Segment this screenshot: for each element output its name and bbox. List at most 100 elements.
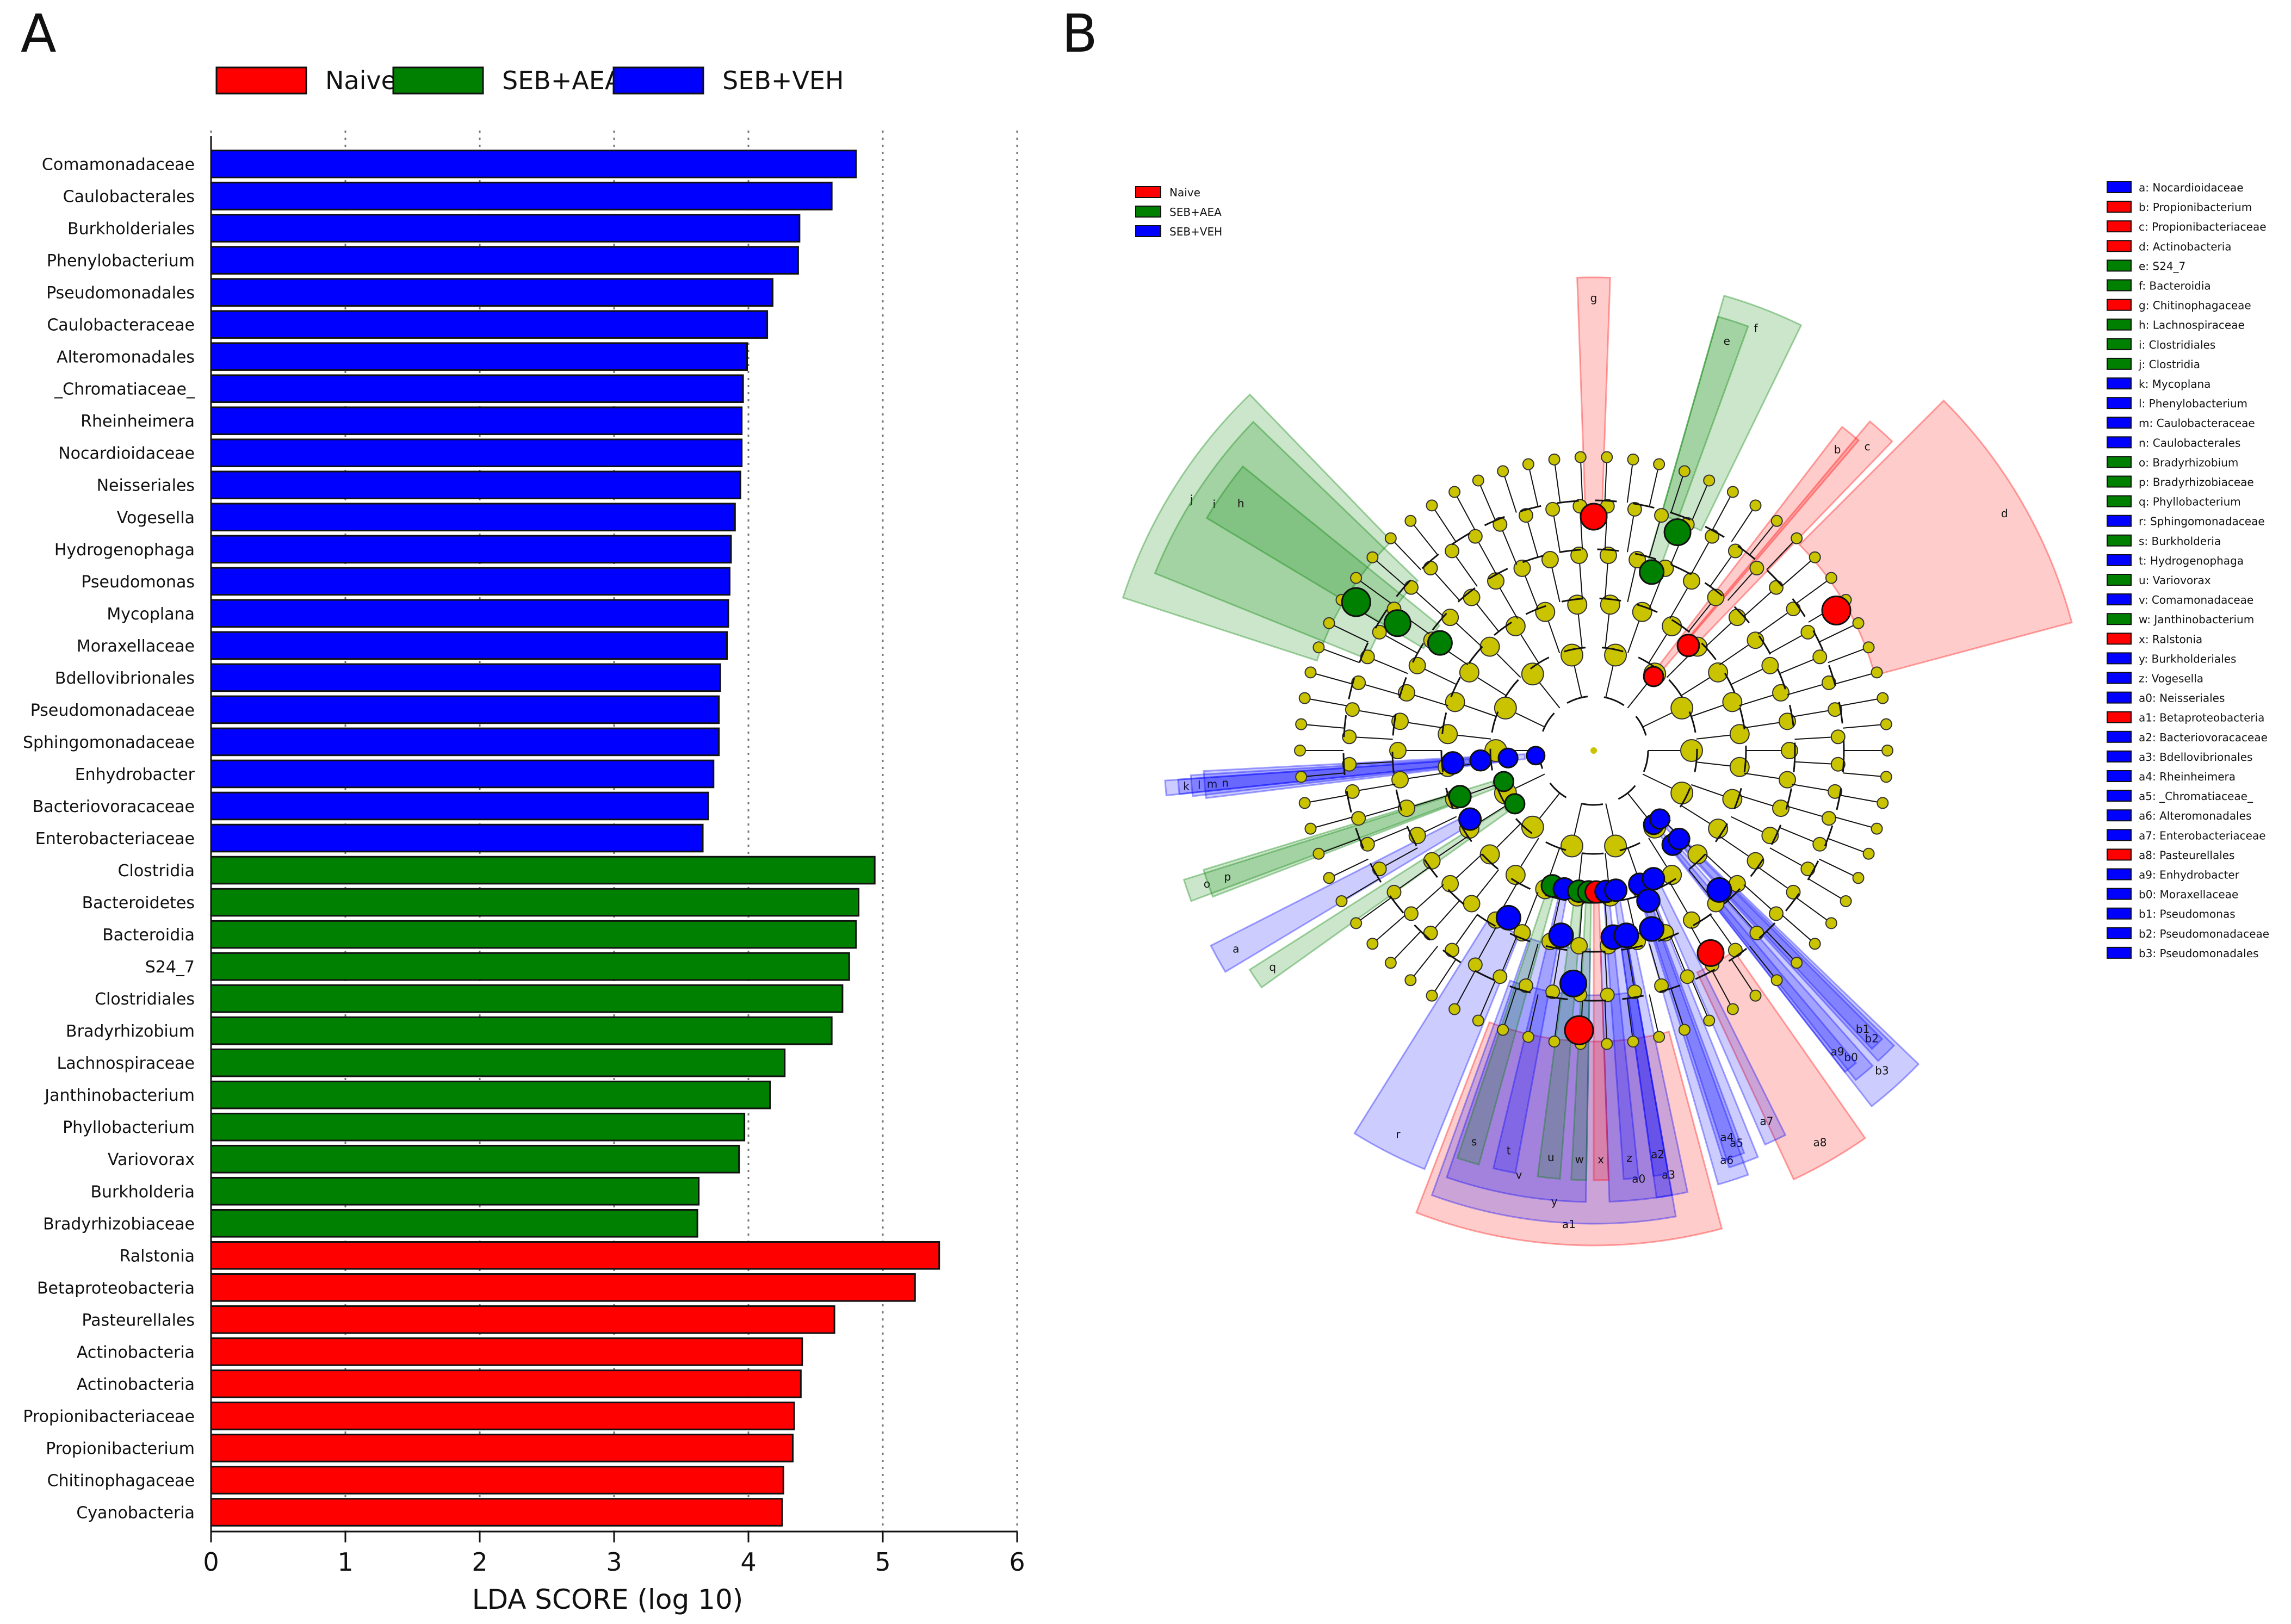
panel-a: A Naive SEB+AEA SEB+VEH Comamonadaceae Caulob…	[0, 0, 1033, 1622]
bar-label: Chitinophagaceae	[47, 1471, 195, 1490]
bar-label: Lachnospiraceae	[57, 1054, 195, 1073]
clade-label: h	[1237, 497, 1244, 510]
tree-node	[1880, 718, 1892, 730]
tree-node	[1778, 771, 1796, 789]
bar	[210, 470, 741, 500]
clade-label: v	[1516, 1168, 1522, 1181]
tree-node	[1535, 602, 1556, 622]
root-node	[1590, 747, 1597, 754]
tree-node	[1761, 656, 1779, 674]
key-legend-label: r: Sphingomonadaceae	[2139, 515, 2265, 528]
clade-label: n	[1222, 776, 1229, 789]
tree-node	[1680, 739, 1703, 762]
bar-label: Betaproteobacteria	[37, 1279, 195, 1298]
bar-label: Enhydrobacter	[75, 765, 195, 784]
tree-node	[1791, 532, 1803, 544]
tree-node	[1497, 465, 1509, 478]
bar-label: _Chromatiaceae_	[54, 380, 195, 399]
bar	[210, 791, 709, 821]
tree-branch	[1310, 672, 1353, 685]
key-legend-label: b0: Moraxellaceae	[2139, 888, 2238, 901]
clade-label: u	[1547, 1151, 1555, 1164]
tree-branch	[1372, 556, 1406, 587]
key-legend-swatch	[2107, 750, 2132, 763]
tree-node	[1871, 666, 1883, 679]
bar-label: Bdellovibrionales	[55, 669, 195, 688]
tree-node	[1599, 547, 1617, 565]
tree-branch	[1819, 622, 1859, 643]
key-legend-swatch	[2107, 495, 2132, 507]
tree-branch	[1781, 914, 1816, 945]
tree-node	[1404, 515, 1417, 527]
bar-label: Variovorax	[108, 1150, 195, 1169]
x-tick-label: 4	[740, 1547, 756, 1577]
bar-label: Burkholderia	[90, 1182, 195, 1201]
tree-node	[1786, 884, 1801, 900]
tree-branch	[1828, 838, 1869, 854]
clade-label: a1	[1562, 1218, 1576, 1231]
bar	[210, 952, 850, 981]
panel-label-b: B	[1062, 3, 1098, 64]
bar	[210, 1369, 802, 1398]
tree-node	[1670, 782, 1694, 805]
bar-label: Clostridiales	[95, 990, 195, 1009]
tree-branch	[1304, 795, 1348, 804]
tree-node	[1570, 937, 1588, 954]
tree-branch	[1431, 959, 1457, 996]
tree-node	[1703, 1014, 1716, 1027]
key-legend-label: a9: Enhydrobacter	[2139, 869, 2240, 882]
bar-label: Bradyrhizobiaceae	[43, 1214, 195, 1234]
tree-node	[1408, 656, 1426, 674]
tree-branch	[1626, 459, 1634, 503]
tree-node	[1323, 872, 1335, 884]
biomarker-node	[1469, 749, 1492, 772]
key-legend-label: i: Clostridiales	[2139, 338, 2215, 351]
tree-branch	[1712, 970, 1733, 1009]
clade-label: s	[1471, 1135, 1477, 1148]
biomarker-node	[1548, 922, 1574, 949]
clade-label: a3	[1662, 1168, 1675, 1181]
key-legend-swatch	[2107, 633, 2132, 645]
key-legend-swatch	[2107, 927, 2132, 939]
tree-node	[1345, 784, 1360, 799]
key-legend-swatch	[2107, 829, 2132, 841]
key-legend-swatch	[2107, 338, 2132, 350]
bar-label: Enterobacteriaceae	[35, 829, 195, 848]
bar	[210, 984, 844, 1013]
clade-label: g	[1590, 292, 1597, 305]
bar-label: Bradyrhizobium	[66, 1022, 195, 1041]
tree-node	[1567, 594, 1588, 615]
key-legend-swatch	[2107, 279, 2132, 292]
bar-label: Caulobacteraceae	[47, 316, 195, 335]
bar	[210, 1112, 746, 1142]
tree-arc	[1391, 548, 1796, 953]
tree-node	[1800, 861, 1816, 877]
tree-branch	[1454, 492, 1476, 531]
clade-label: p	[1224, 870, 1231, 883]
bar-label: Ralstonia	[120, 1247, 195, 1266]
tree-node	[1505, 616, 1526, 636]
tree-node	[1389, 742, 1407, 759]
tree-branch	[1795, 897, 1832, 924]
tree-branch	[1749, 520, 1778, 555]
tree-node	[1728, 609, 1746, 627]
biomarker-node	[1526, 746, 1546, 766]
tree-node	[1404, 974, 1417, 987]
tree-node	[1727, 543, 1743, 559]
tree-node	[1493, 969, 1508, 984]
tree-branch	[1649, 464, 1660, 507]
tree-node	[1880, 771, 1892, 783]
bar	[210, 535, 732, 564]
biomarker-node	[1427, 630, 1453, 656]
tree-node	[1548, 1036, 1561, 1048]
key-legend-label: v: Comamonadaceae	[2139, 593, 2253, 606]
key-legend-swatch	[2107, 259, 2132, 272]
tree-node	[1497, 1024, 1509, 1036]
biomarker-node	[1564, 1015, 1594, 1045]
tree-node	[1654, 508, 1669, 523]
clade-label: z	[1626, 1151, 1632, 1164]
bar	[210, 856, 876, 885]
biomarker-node	[1696, 939, 1725, 967]
tree-node	[1441, 875, 1459, 892]
tree-node	[1304, 822, 1317, 835]
